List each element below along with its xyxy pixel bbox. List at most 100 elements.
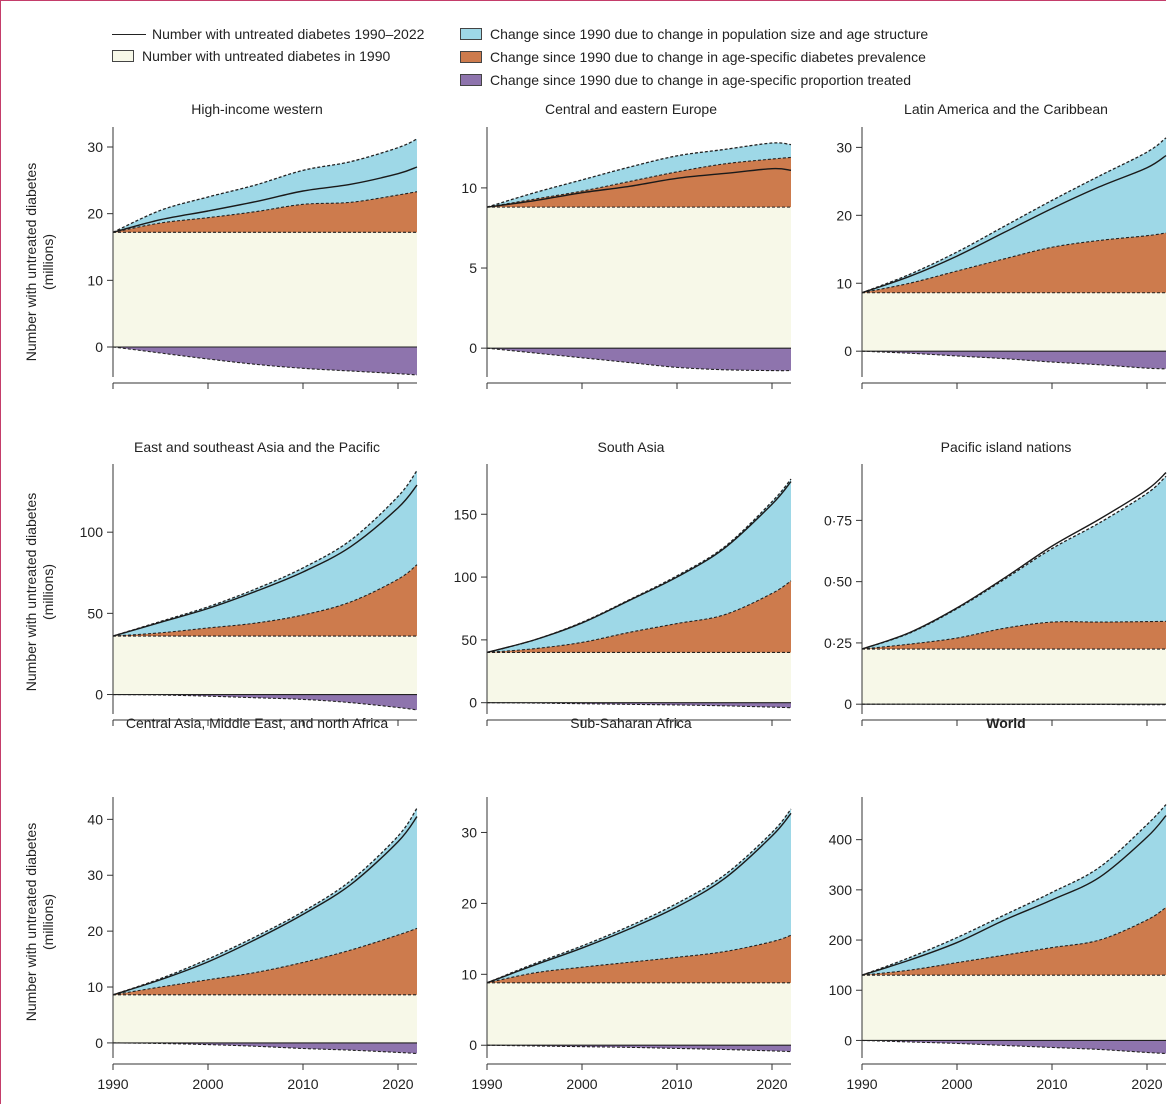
x-tick-label: 2010 bbox=[287, 1076, 318, 1092]
population-change-area bbox=[113, 139, 417, 233]
y-tick-label: 10 bbox=[836, 275, 852, 291]
y-tick-label: 10 bbox=[461, 180, 477, 196]
y-tick-label: 200 bbox=[829, 932, 853, 948]
y-tick-label: 10 bbox=[87, 272, 103, 288]
treated-change-area bbox=[862, 351, 1166, 369]
y-tick-label: 20 bbox=[836, 207, 852, 223]
y-tick-label: 30 bbox=[461, 824, 477, 840]
y-tick-label: 0 bbox=[469, 695, 477, 711]
y-tick-label: 100 bbox=[80, 524, 104, 540]
y-tick-label: 20 bbox=[87, 206, 103, 222]
chart-panel: 0 0·25 0·50 0·75 Pacific island nations bbox=[824, 439, 1167, 726]
y-tick-label: 0·25 bbox=[824, 635, 852, 651]
treated-change-area bbox=[113, 1042, 417, 1054]
untreated-diabetes-line bbox=[486, 167, 792, 208]
baseline-area bbox=[862, 649, 1166, 705]
prevalence-change-area bbox=[113, 191, 417, 233]
chart-panel: 0 10 20 30 1990 2000 2010 2020 Sub-Saharan Afric… bbox=[461, 715, 792, 1092]
legend-label: Number with untreated diabetes 1990–2022 bbox=[152, 26, 425, 42]
y-tick-label: 0·75 bbox=[824, 512, 852, 528]
chart-panel: 0 50 100 150 South Asia bbox=[454, 439, 792, 726]
legend-item-baseline: Number with untreated diabetes in 1990 bbox=[112, 47, 390, 65]
chart-panel: 0 10 20 30 Latin America and the Caribbean bbox=[836, 101, 1167, 389]
panel-title: Central Asia, Middle East, and north Afr… bbox=[126, 715, 388, 731]
legend-line-swatch bbox=[112, 33, 146, 35]
prevalence-change-area bbox=[487, 935, 791, 983]
prevalence-change-area bbox=[113, 928, 417, 995]
population-change-area bbox=[862, 804, 1166, 976]
baseline-area bbox=[487, 652, 791, 703]
legend-swatch-treated bbox=[460, 74, 482, 86]
total-change-boundary bbox=[861, 475, 1167, 650]
panel-title: Central and eastern Europe bbox=[545, 101, 717, 117]
y-tick-label: 10 bbox=[87, 979, 103, 995]
x-tick-label: 1990 bbox=[97, 1076, 128, 1092]
panel-title: Latin America and the Caribbean bbox=[904, 101, 1108, 117]
population-change-area bbox=[487, 479, 791, 653]
y-tick-label: 100 bbox=[454, 569, 478, 585]
untreated-diabetes-line bbox=[486, 812, 792, 984]
untreated-diabetes-line bbox=[112, 816, 418, 996]
y-tick-label: 30 bbox=[87, 867, 103, 883]
panel-title: East and southeast Asia and the Pacific bbox=[134, 439, 380, 455]
x-tick-label: 2000 bbox=[941, 1076, 972, 1092]
untreated-diabetes-line bbox=[861, 154, 1167, 294]
population-change-area bbox=[113, 808, 417, 995]
prevalence-change-boundary bbox=[861, 232, 1167, 294]
total-change-boundary bbox=[486, 478, 792, 654]
y-tick-label: 150 bbox=[454, 506, 478, 522]
treated-change-area bbox=[487, 1045, 791, 1052]
y-tick-label: 0 bbox=[844, 343, 852, 359]
untreated-diabetes-line bbox=[861, 815, 1167, 976]
y-tick-label: 20 bbox=[461, 895, 477, 911]
baseline-area bbox=[862, 292, 1166, 352]
legend-label: Change since 1990 due to change in popul… bbox=[490, 26, 929, 42]
treated-change-area bbox=[487, 348, 791, 371]
treated-change-area bbox=[487, 702, 791, 708]
y-tick-label: 40 bbox=[87, 811, 103, 827]
chart-panel: 0 10 20 30 High-income western bbox=[87, 101, 418, 389]
treated-change-area bbox=[113, 694, 417, 710]
baseline-area bbox=[113, 232, 417, 347]
treated-change-boundary bbox=[861, 350, 1167, 370]
prevalence-change-area bbox=[113, 564, 417, 637]
y-tick-label: 50 bbox=[461, 632, 477, 648]
x-tick-label: 2020 bbox=[382, 1076, 413, 1092]
panel-title: South Asia bbox=[598, 439, 665, 455]
y-tick-label: 20 bbox=[87, 923, 103, 939]
treated-change-boundary bbox=[861, 1039, 1167, 1055]
x-tick-label: 1990 bbox=[471, 1076, 502, 1092]
x-tick-label: 2000 bbox=[192, 1076, 223, 1092]
total-change-boundary bbox=[861, 137, 1167, 294]
treated-change-boundary bbox=[486, 347, 792, 372]
treated-change-area bbox=[113, 347, 417, 375]
baseline-area bbox=[487, 982, 791, 1046]
population-change-area bbox=[862, 476, 1166, 650]
prevalence-change-boundary bbox=[486, 934, 792, 984]
total-change-boundary bbox=[486, 142, 792, 208]
prevalence-change-area bbox=[862, 621, 1166, 650]
chart-panel: 0 10 20 30 40 1990 2000 2010 2020 Central Asia, M… bbox=[87, 715, 418, 1092]
baseline-area bbox=[862, 975, 1166, 1041]
x-tick-label: 2000 bbox=[566, 1076, 597, 1092]
total-change-boundary bbox=[112, 470, 418, 637]
chart-panel: 0 100 200 300 400 1990 2000 2010 2020 World bbox=[829, 715, 1167, 1092]
prevalence-change-boundary bbox=[112, 564, 418, 637]
prevalence-change-boundary bbox=[112, 927, 418, 996]
panel-title: Sub-Saharan Africa bbox=[570, 715, 692, 731]
panel-title: High-income western bbox=[191, 101, 323, 117]
y-tick-label: 300 bbox=[829, 882, 853, 898]
legend-item-prevalence: Change since 1990 due to change in age-s… bbox=[460, 48, 926, 66]
legend-label: Change since 1990 due to change in age-s… bbox=[490, 72, 912, 88]
untreated-diabetes-line bbox=[112, 484, 418, 637]
population-change-area bbox=[487, 809, 791, 983]
prevalence-change-boundary bbox=[861, 620, 1167, 650]
y-tick-label: 30 bbox=[836, 139, 852, 155]
panel-title: World bbox=[986, 715, 1025, 731]
legend: Number with untreated diabetes 1990–2022… bbox=[0, 0, 1168, 100]
legend-item-treated: Change since 1990 due to change in age-s… bbox=[460, 71, 911, 89]
prevalence-change-boundary bbox=[861, 906, 1167, 976]
untreated-diabetes-line bbox=[861, 472, 1167, 650]
